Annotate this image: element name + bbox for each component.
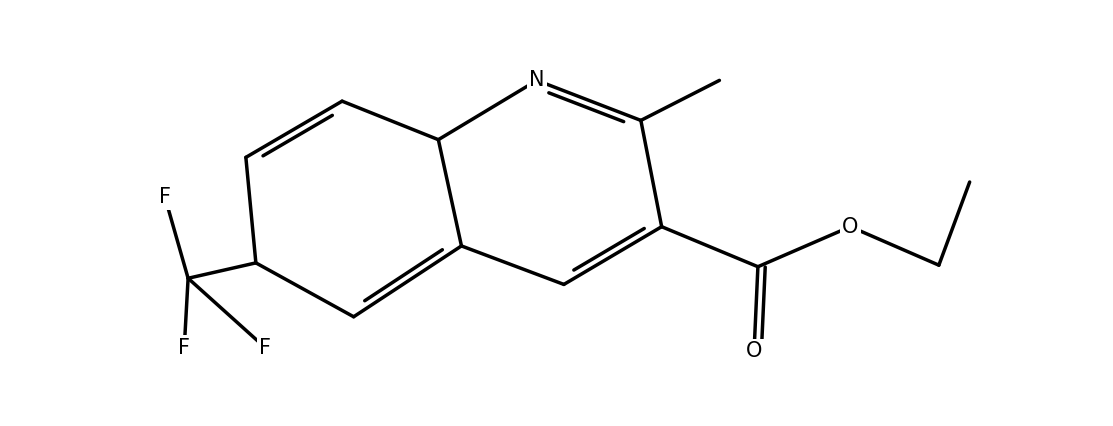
Text: O: O [746, 341, 762, 361]
Text: O: O [843, 217, 858, 237]
Text: N: N [529, 70, 544, 90]
Text: F: F [178, 337, 190, 357]
Text: F: F [259, 337, 272, 357]
Text: F: F [159, 187, 171, 207]
